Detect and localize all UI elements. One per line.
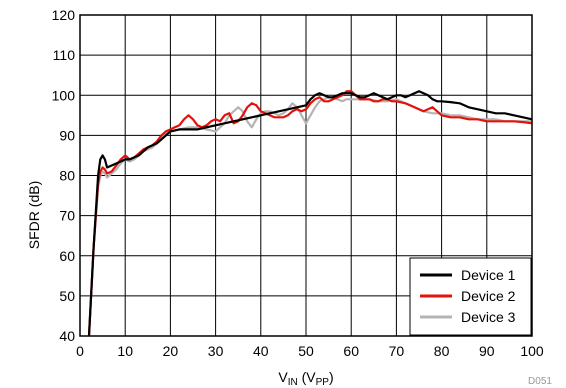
- x-axis-label-sub1: IN: [288, 377, 298, 388]
- series-line-device-1: [87, 90, 533, 337]
- x-axis-label: VIN (VPP): [278, 369, 333, 388]
- y-tick-labels: 40 50 60 70 80 90 100 110 120: [52, 7, 76, 344]
- y-tick-label: 60: [59, 248, 75, 264]
- legend-label: Device 1: [461, 267, 516, 283]
- x-tick-label: 70: [389, 343, 405, 359]
- x-axis-label-sub2: PP: [316, 377, 330, 388]
- legend-label: Device 3: [461, 309, 516, 325]
- x-tick-labels: 0 10 20 30 40 50 60 70 80 90 100: [76, 343, 544, 359]
- y-tick-label: 50: [59, 288, 75, 304]
- x-tick-label: 0: [76, 343, 84, 359]
- x-tick-label: 50: [298, 343, 314, 359]
- legend-label: Device 2: [461, 288, 516, 304]
- y-tick-label: 40: [59, 328, 75, 344]
- plot-frame: [79, 14, 533, 337]
- x-tick-label: 80: [434, 343, 450, 359]
- x-tick-label: 60: [343, 343, 359, 359]
- x-axis-label-mid: (V: [298, 369, 317, 385]
- y-axis-label: SFDR (dB): [26, 181, 42, 249]
- x-axis-label-main: V: [278, 369, 288, 385]
- x-tick-label: 90: [479, 343, 495, 359]
- legend: Device 1 Device 2 Device 3: [409, 257, 532, 336]
- x-tick-label: 30: [208, 343, 224, 359]
- y-tick-label: 120: [52, 7, 76, 23]
- x-tick-label: 100: [520, 343, 544, 359]
- series-lines: [87, 90, 533, 337]
- y-tick-label: 70: [59, 208, 75, 224]
- y-tick-label: 110: [53, 47, 76, 63]
- series-line-device-2: [87, 90, 533, 337]
- figure-code: D051: [528, 376, 552, 387]
- x-axis-label-end: ): [329, 369, 334, 385]
- x-tick-label: 20: [163, 343, 179, 359]
- x-tick-label: 10: [117, 343, 133, 359]
- y-tick-label: 100: [52, 87, 76, 103]
- x-tick-label: 40: [253, 343, 269, 359]
- y-tick-label: 80: [59, 168, 75, 184]
- y-tick-label: 90: [59, 127, 75, 143]
